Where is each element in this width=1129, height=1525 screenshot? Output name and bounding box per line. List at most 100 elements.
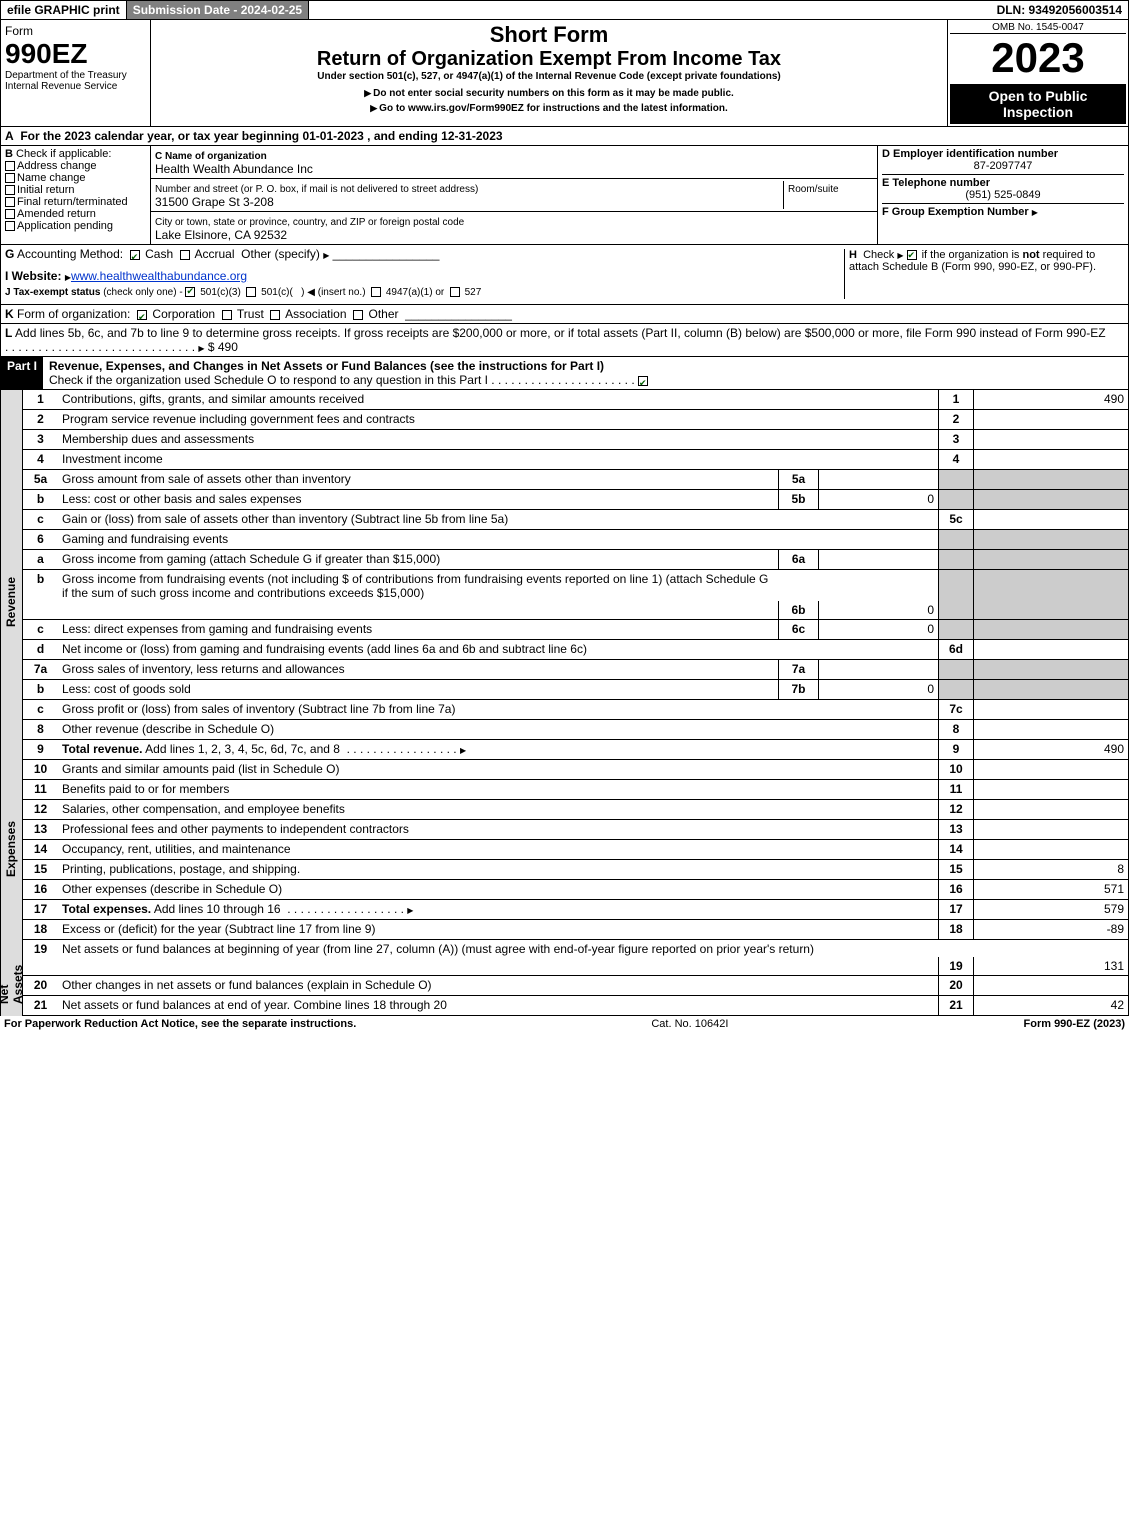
line-9-val: 490 (973, 740, 1128, 759)
section-c: C Name of organization Health Wealth Abu… (151, 146, 878, 244)
line-8-desc: Other revenue (describe in Schedule O) (58, 720, 938, 739)
cb-application-pending[interactable]: Application pending (17, 220, 113, 232)
line-16-val: 571 (973, 880, 1128, 899)
section-l: L Add lines 5b, 6c, and 7b to line 9 to … (0, 324, 1129, 357)
line-5c-val (973, 510, 1128, 529)
open-to-public: Open to Public Inspection (950, 84, 1126, 124)
cb-address-change[interactable]: Address change (17, 160, 97, 172)
section-ghij: H Check Check ▶ if the organization is n… (0, 245, 1129, 305)
f-label: F Group Exemption Number (882, 206, 1029, 218)
cb-other[interactable] (353, 310, 363, 320)
revenue-section: Revenue 1Contributions, gifts, grants, a… (0, 390, 1129, 760)
short-form-title: Short Form (153, 22, 945, 48)
line-9-desc: Total revenue. (62, 742, 142, 756)
top-bar: efile GRAPHIC print Submission Date - 20… (0, 0, 1129, 20)
cb-initial-return[interactable]: Initial return (17, 184, 74, 196)
line-18-val: -89 (973, 920, 1128, 939)
line-14-desc: Occupancy, rent, utilities, and maintena… (58, 840, 938, 859)
cb-527[interactable] (450, 287, 460, 297)
line-10-val (973, 760, 1128, 779)
page-footer: For Paperwork Reduction Act Notice, see … (0, 1016, 1129, 1032)
line-6a-val (818, 550, 938, 569)
line-11-desc: Benefits paid to or for members (58, 780, 938, 799)
line-5b-val: 0 (818, 490, 938, 509)
line-10-desc: Grants and similar amounts paid (list in… (58, 760, 938, 779)
dept: Department of the Treasury (5, 70, 146, 81)
line-17-val: 579 (973, 900, 1128, 919)
goto-link[interactable]: Go to www.irs.gov/Form990EZ for instruct… (153, 103, 945, 114)
footer-right: Form 990-EZ (2023)Form 990-EZ (2023) (1024, 1018, 1126, 1030)
line-a: A For the 2023 calendar year, or tax yea… (0, 127, 1129, 146)
line-6d-desc: Net income or (loss) from gaming and fun… (58, 640, 938, 659)
line-20-val (973, 976, 1128, 995)
line-15-val: 8 (973, 860, 1128, 879)
line-5a-desc: Gross amount from sale of assets other t… (58, 470, 778, 489)
line-1-val: 490 (973, 390, 1128, 409)
line-5b-desc: Less: cost or other basis and sales expe… (58, 490, 778, 509)
cb-501c[interactable] (246, 287, 256, 297)
line-7a-val (818, 660, 938, 679)
c-name-label: C Name of organization (155, 151, 267, 162)
section-b: B Check if applicable: Address change Na… (1, 146, 151, 244)
line-8-val (973, 720, 1128, 739)
net-assets-side-label: Net Assets (1, 920, 23, 1016)
omb-no: OMB No. 1545-0047 (950, 22, 1126, 34)
line-2-desc: Program service revenue including govern… (58, 410, 938, 429)
line-12-desc: Salaries, other compensation, and employ… (58, 800, 938, 819)
cb-amended-return[interactable]: Amended return (17, 208, 96, 220)
cb-schedule-o[interactable] (638, 376, 648, 386)
line-20-desc: Other changes in net assets or fund bala… (58, 976, 938, 995)
line-18-desc: Excess or (deficit) for the year (Subtra… (58, 920, 938, 939)
cb-association[interactable] (270, 310, 280, 320)
section-k: K Form of organization: Corporation Trus… (0, 305, 1129, 324)
line-7a-desc: Gross sales of inventory, less returns a… (58, 660, 778, 679)
line-3-val (973, 430, 1128, 449)
line-19-val: 131 (973, 957, 1128, 975)
cb-4947[interactable] (371, 287, 381, 297)
expenses-section: Expenses 10Grants and similar amounts pa… (0, 760, 1129, 920)
submission-date: Submission Date - 2024-02-25 (127, 1, 309, 19)
line-2-val (973, 410, 1128, 429)
part1-header: Part I Revenue, Expenses, and Changes in… (0, 357, 1129, 390)
line-13-desc: Professional fees and other payments to … (58, 820, 938, 839)
line-7c-val (973, 700, 1128, 719)
c-street-label: Number and street (or P. O. box, if mail… (155, 184, 478, 195)
c-city-label: City or town, state or province, country… (155, 217, 464, 228)
part1-sub: Check if the organization used Schedule … (49, 373, 488, 387)
expenses-side-label: Expenses (1, 760, 23, 920)
section-h: H Check Check ▶ if the organization is n… (844, 249, 1124, 299)
section-def: D Employer identification number 87-2097… (878, 146, 1128, 244)
org-name: Health Wealth Abundance Inc (155, 162, 313, 176)
ssn-warning: Do not enter social security numbers on … (153, 88, 945, 99)
cb-cash[interactable] (130, 250, 140, 260)
cb-corporation[interactable] (137, 310, 147, 320)
cb-accrual[interactable] (180, 250, 190, 260)
line-13-val (973, 820, 1128, 839)
telephone: (951) 525-0849 (882, 189, 1124, 201)
revenue-side-label: Revenue (1, 390, 23, 760)
line-4-val (973, 450, 1128, 469)
cb-name-change[interactable]: Name change (17, 172, 86, 184)
org-street: 31500 Grape St 3-208 (155, 195, 274, 209)
cb-schedule-b[interactable] (907, 250, 917, 260)
line-6a-desc: Gross income from gaming (attach Schedul… (58, 550, 778, 569)
line-6c-val: 0 (818, 620, 938, 639)
cb-trust[interactable] (222, 310, 232, 320)
cb-final-return[interactable]: Final return/terminated (17, 196, 128, 208)
line-19-desc: Net assets or fund balances at beginning… (58, 940, 938, 975)
line-12-val (973, 800, 1128, 819)
part1-title: Revenue, Expenses, and Changes in Net As… (49, 359, 604, 373)
part-label: Part I (1, 357, 43, 389)
form-word: Form (5, 24, 146, 38)
line-7b-val: 0 (818, 680, 938, 699)
website-link[interactable]: www.healthwealthabundance.org (71, 269, 247, 283)
cb-501c3[interactable] (185, 287, 195, 297)
dln: DLN: 93492056003514 (991, 1, 1128, 19)
tax-year: 2023 (950, 34, 1126, 82)
e-label: E Telephone number (882, 177, 990, 189)
org-city: Lake Elsinore, CA 92532 (155, 228, 287, 242)
line-5c-desc: Gain or (loss) from sale of assets other… (58, 510, 938, 529)
line-17-desc: Total expenses. (62, 902, 151, 916)
line-15-desc: Printing, publications, postage, and shi… (58, 860, 938, 879)
arrow-icon (1032, 206, 1038, 218)
